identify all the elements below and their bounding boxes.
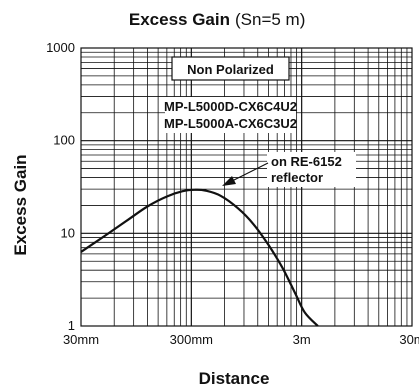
- y-tick-label: 1000: [46, 40, 75, 55]
- tick-labels: 30mm 300mm 3m 30m 1 10 100 1000: [46, 40, 419, 347]
- x-tick-label: 30mm: [63, 332, 99, 347]
- model-label-background: [165, 97, 296, 133]
- x-tick-label: 30m: [399, 332, 419, 347]
- chart-subtitle: (Sn=5 m): [235, 10, 305, 29]
- curve-label-line-1: on RE-6152: [271, 154, 342, 169]
- curve-label-line-2: reflector: [271, 170, 323, 185]
- non-polarized-label: Non Polarized: [187, 62, 274, 77]
- chart-title: Excess Gain: [129, 10, 230, 29]
- model-label-2: MP-L5000A-CX6C3U2: [164, 116, 297, 131]
- curve-label-background: [267, 152, 356, 187]
- y-tick-label: 100: [53, 133, 75, 148]
- arrow-head-icon: [222, 176, 236, 186]
- plot-frame: [80, 47, 413, 327]
- series: [80, 188, 319, 327]
- model-label-1: MP-L5000D-CX6C4U2: [164, 99, 297, 114]
- y-tick-label: 1: [68, 318, 75, 333]
- series-line: [80, 188, 319, 327]
- y-tick-label: 10: [61, 225, 75, 240]
- annotations: Non Polarized MP-L5000D-CX6C4U2 MP-L5000…: [164, 56, 356, 187]
- non-polarized-box: [171, 56, 290, 81]
- grid: [81, 48, 412, 326]
- x-axis-label: Distance: [199, 369, 270, 388]
- y-axis-label: Excess Gain: [11, 154, 30, 255]
- x-tick-label: 3m: [293, 332, 311, 347]
- x-tick-label: 300mm: [170, 332, 213, 347]
